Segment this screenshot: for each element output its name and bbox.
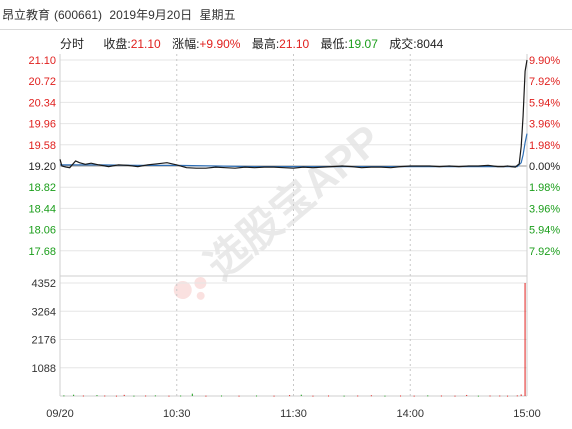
percent-tick-label: 1.98% <box>529 182 560 194</box>
volume-bar <box>73 394 75 396</box>
percent-tick-label: 7.92% <box>529 76 560 88</box>
volume-bar <box>221 395 223 397</box>
volume-bar <box>300 394 302 396</box>
time-tick-label: 10:30 <box>163 408 191 420</box>
volume-bar <box>145 395 147 397</box>
volume-bar <box>400 395 402 397</box>
volume-tick-label: 3264 <box>32 306 56 318</box>
volume-bar <box>520 394 522 396</box>
volume-value: 8044 <box>416 37 444 51</box>
price-tick-label: 20.34 <box>28 97 56 109</box>
time-tick-label: 14:00 <box>396 408 424 420</box>
volume-axis-labels: 4352 3264 2176 1088 <box>32 278 56 375</box>
volume-bar <box>499 395 501 397</box>
volume-bars <box>63 283 526 397</box>
low-value: 19.07 <box>347 37 378 51</box>
volume-bar <box>96 395 98 397</box>
price-tick-label: 17.68 <box>28 246 56 258</box>
volume-bar <box>168 395 170 397</box>
volume-bar <box>454 395 456 397</box>
price-tick-label: 18.82 <box>28 182 56 194</box>
volume-bar <box>104 395 106 397</box>
volume-bar <box>191 393 193 396</box>
volume-bar <box>489 395 491 397</box>
percent-tick-label: 5.94% <box>529 97 560 109</box>
volume-bar <box>507 395 509 397</box>
stock-code: (600661) <box>54 8 103 22</box>
volume-bar <box>384 395 386 397</box>
volume-tick-label: 1088 <box>32 363 56 375</box>
chart-grid <box>59 54 528 397</box>
watermark-text: 选股宝APP <box>197 116 390 289</box>
timeshare-tab[interactable]: 分时 <box>60 37 85 51</box>
header-divider <box>0 29 572 30</box>
percent-axis-labels: 9.90% 7.92% 5.94% 3.96% 1.98% 0.00% 1.98% 3.96%… <box>529 55 560 258</box>
price-tick-label: 18.44 <box>28 203 56 215</box>
price-tick-label: 21.10 <box>28 55 56 67</box>
low-label: 最低: <box>320 37 348 51</box>
percent-tick-label: 3.96% <box>529 119 560 131</box>
volume-bar <box>477 395 479 397</box>
close-label: 收盘: <box>103 37 131 51</box>
volume-tick-label: 2176 <box>32 335 56 347</box>
price-line <box>59 59 528 169</box>
price-line-layer <box>59 59 528 169</box>
volume-bar <box>524 283 526 396</box>
stock-name: 昂立教育 <box>2 8 51 22</box>
volume-bar <box>123 394 125 396</box>
price-tick-label: 19.20 <box>28 161 56 173</box>
time-tick-label: 09/20 <box>46 408 74 420</box>
change-label: 涨幅: <box>172 37 200 51</box>
close-value: 21.10 <box>130 37 161 51</box>
volume-bar <box>238 395 240 397</box>
time-tick-label: 15:00 <box>513 408 541 420</box>
time-axis-labels: 09/20 10:30 11:30 14:00 15:00 <box>46 408 541 420</box>
volume-bar <box>205 395 207 397</box>
watermark-logo-dot <box>173 280 192 299</box>
high-value: 21.10 <box>279 37 310 51</box>
volume-tick-label: 4352 <box>32 278 56 290</box>
volume-bar <box>256 395 258 397</box>
volume-bar <box>466 394 468 396</box>
volume-bar <box>63 395 65 397</box>
volume-bar <box>82 395 84 397</box>
volume-bar <box>427 395 429 397</box>
watermark: 选股宝APP <box>173 116 390 300</box>
price-tick-label: 20.72 <box>28 76 56 88</box>
change-value: +9.90% <box>199 37 241 51</box>
price-tick-label: 18.06 <box>28 225 56 237</box>
volume-bar <box>312 395 314 397</box>
trade-weekday: 星期五 <box>199 8 236 22</box>
price-axis-labels: 21.10 20.72 20.34 19.96 19.58 19.20 18.82 18.44… <box>28 55 56 258</box>
volume-bar <box>328 395 330 397</box>
percent-tick-label: 5.94% <box>529 225 560 237</box>
high-label: 最高: <box>251 37 280 51</box>
price-tick-label: 19.58 <box>28 140 56 152</box>
time-tick-label: 11:30 <box>280 408 307 420</box>
trade-date: 2019年9月20日 <box>109 8 193 22</box>
volume-bar <box>273 395 275 397</box>
percent-tick-label: 0.00% <box>529 161 560 173</box>
percent-tick-label: 3.96% <box>529 203 560 215</box>
stock-title: 昂立教育 (600661) 2019年9月20日 星期五 <box>2 6 239 23</box>
volume-bar <box>413 395 415 397</box>
volume-bar <box>289 395 291 397</box>
volume-bar <box>357 395 359 397</box>
volume-bar <box>180 395 182 397</box>
volume-bar <box>115 395 117 397</box>
volume-bar <box>133 395 135 397</box>
price-tick-label: 19.96 <box>28 119 56 131</box>
volume-bar <box>343 395 345 397</box>
volume-bar <box>440 395 442 397</box>
volume-bar <box>154 395 156 397</box>
volume-label: 成交: <box>389 37 417 51</box>
percent-tick-label: 7.92% <box>529 246 560 258</box>
percent-tick-label: 1.98% <box>529 140 560 152</box>
watermark-logo-dot <box>196 291 205 300</box>
volume-bar <box>516 395 518 397</box>
volume-bar <box>370 395 372 397</box>
quote-info-bar: 分时 收盘:21.10 涨幅:+9.90% 最高:21.10 最低:19.07 … <box>60 35 443 52</box>
percent-tick-label: 9.90% <box>529 55 560 67</box>
